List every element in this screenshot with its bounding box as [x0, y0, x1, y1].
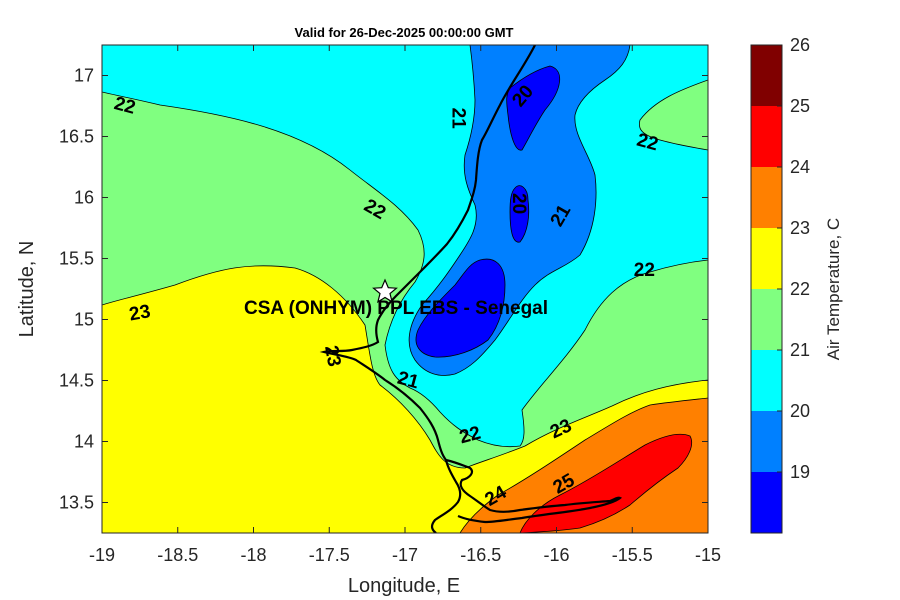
band-24-25: [459, 397, 708, 533]
x-axis: -19 -18.5 -18 -17.5 -17 -16.5 -16 -15.5 -15 Long…: [89, 45, 721, 597]
coastline-line: [319, 45, 536, 461]
station-marker: CSA (ONHYM) PPL EBS - Senegal: [244, 278, 548, 319]
x-tick-label: -16: [543, 545, 569, 565]
y-tick-label: 14: [74, 432, 94, 452]
y-axis: 17 16.5 16 15.5 15 14.5 14 13.5 Latitude, N: [16, 66, 708, 513]
station-label: CSA (ONHYM) PPL EBS - Senegal: [244, 298, 548, 319]
band-25-26: [519, 433, 693, 533]
x-tick-label: -17.5: [309, 545, 350, 565]
station-star-icon: [372, 278, 398, 304]
x-tick-label: -17: [392, 545, 418, 565]
band-19-20: [415, 258, 506, 358]
x-tick-label: -16.5: [460, 545, 501, 565]
colorbar-band: [751, 167, 782, 228]
colorbar-tick-label: 19: [790, 462, 810, 482]
colorbar-band: [751, 289, 782, 350]
colorbar-band: [751, 228, 782, 289]
contour-label: 23: [128, 301, 152, 325]
temperature-field: [102, 45, 708, 533]
y-tick-label: 16: [74, 188, 94, 208]
y-tick-label: 13.5: [59, 493, 94, 513]
colorbar-band: [751, 350, 782, 411]
y-tick-label: 15: [74, 310, 94, 330]
y-tick-label: 17: [74, 66, 94, 86]
colorbar-bands: [751, 45, 782, 533]
colorbar-tick-label: 25: [790, 96, 810, 116]
y-axis-label: Latitude, N: [16, 241, 38, 338]
colorbar-tick-label: 26: [790, 35, 810, 55]
y-tick-label: 14.5: [59, 371, 94, 391]
colorbar: 26 25 24 23 22 21 20 19 Air Temperature, C: [750, 35, 843, 534]
x-tick-label: -15.5: [612, 545, 653, 565]
contour-label: 23: [320, 344, 344, 368]
contour-label: 22: [634, 260, 655, 281]
border-south: [430, 459, 462, 533]
figure-title: Valid for 26-Dec-2025 00:00:00 GMT: [295, 25, 514, 40]
y-tick-labels: 17 16.5 16 15.5 15 14.5 14 13.5: [59, 66, 708, 513]
colorbar-tick-label: 23: [790, 218, 810, 238]
band-19-20: [506, 65, 560, 151]
x-tick-label: -19: [89, 545, 115, 565]
colorbar-band: [751, 45, 782, 106]
colorbar-tick-label: 20: [790, 401, 810, 421]
x-tick-label: -15: [695, 545, 721, 565]
colorbar-band: [751, 411, 782, 472]
colorbar-band: [751, 106, 782, 167]
contour-label: 21: [448, 108, 469, 130]
colorbar-tick-label: 24: [790, 157, 810, 177]
colorbar-band: [751, 472, 782, 533]
x-tick-label: -18.5: [157, 545, 198, 565]
colorbar-tick-labels: 26 25 24 23 22 21 20 19: [777, 35, 810, 482]
contour-label: 20: [508, 193, 529, 214]
coastline: [319, 45, 623, 533]
colorbar-label: Air Temperature, C: [824, 218, 843, 360]
x-tick-label: -18: [240, 545, 266, 565]
colorbar-tick-label: 21: [790, 340, 810, 360]
y-tick-label: 16.5: [59, 127, 94, 147]
river-gambia: [445, 458, 623, 524]
x-tick-labels: -19 -18.5 -18 -17.5 -17 -16.5 -16 -15.5 -15: [89, 45, 721, 565]
y-tick-label: 15.5: [59, 249, 94, 269]
colorbar-tick-label: 22: [790, 279, 810, 299]
x-axis-label: Longitude, E: [348, 575, 460, 597]
band-19-20: [509, 185, 530, 243]
